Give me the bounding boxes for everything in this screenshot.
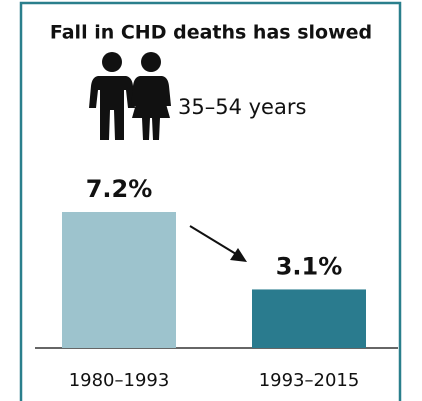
frame (19, 1, 402, 401)
x-tick-label: 1993–2015 (259, 370, 360, 391)
x-tick-label: 1980–1993 (69, 370, 170, 391)
trend-arrow (189, 225, 237, 255)
value-label: 3.1% (276, 252, 343, 280)
trend-arrowhead (230, 248, 247, 262)
subtitle: 35–54 years (178, 95, 306, 119)
people-icon (89, 52, 171, 140)
bar (252, 289, 366, 348)
bar (62, 212, 176, 348)
value-label: 7.2% (86, 175, 153, 203)
chart-title: Fall in CHD deaths has slowed (50, 22, 372, 44)
